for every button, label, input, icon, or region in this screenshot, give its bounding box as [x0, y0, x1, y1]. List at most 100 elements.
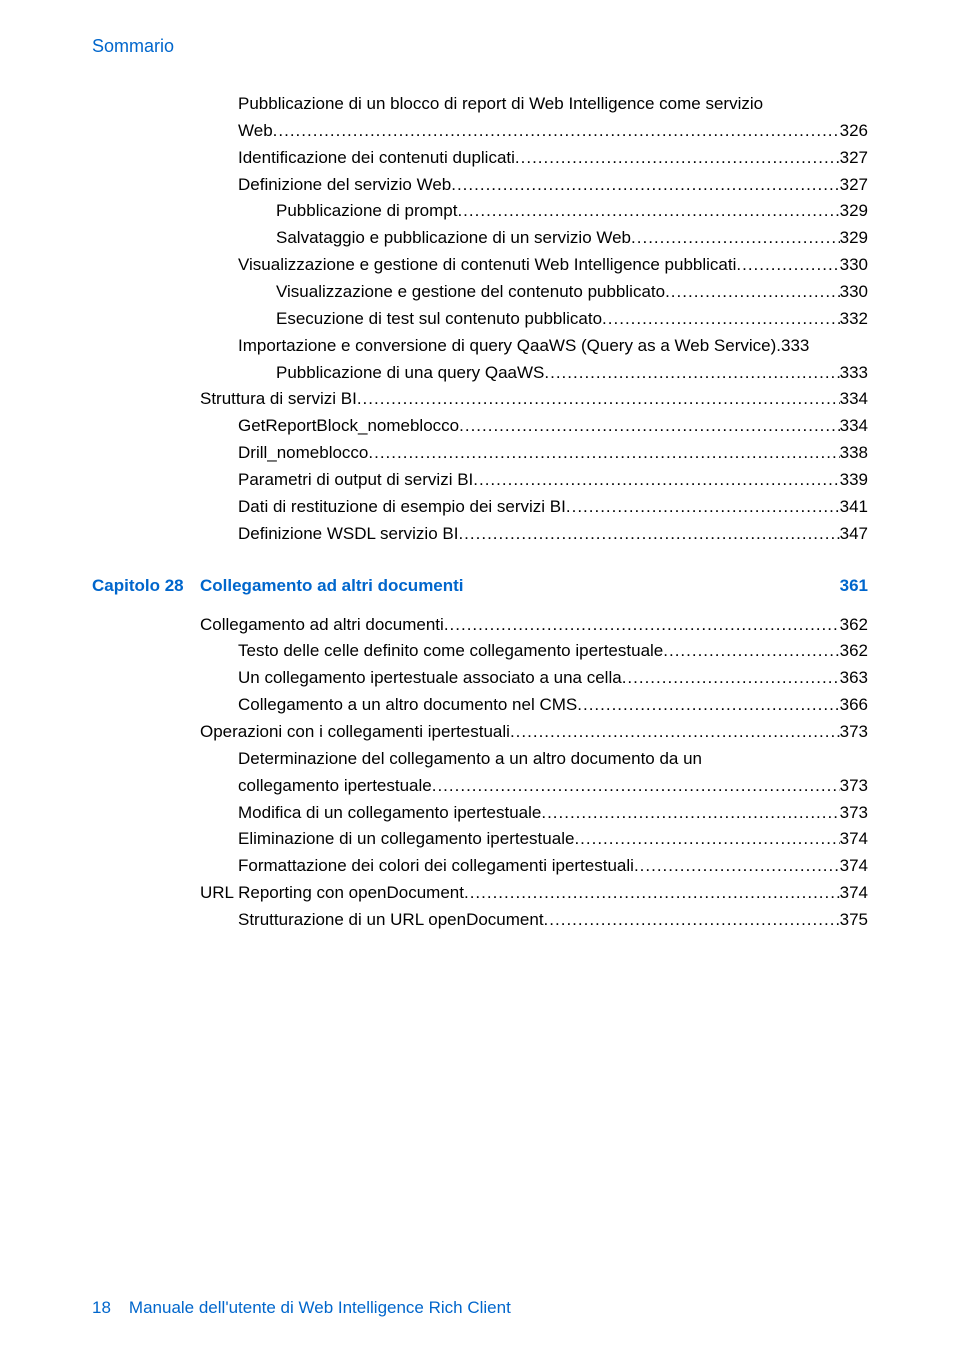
toc-entry-text: Collegamento a un altro documento nel CM…	[238, 692, 577, 719]
toc-entry: Definizione WSDL servizio BI 347	[200, 521, 868, 548]
toc-entry: Pubblicazione di una query QaaWS 333	[200, 360, 868, 387]
toc-entry: Testo delle celle definito come collegam…	[200, 638, 868, 665]
toc-entry-page: 330	[840, 252, 868, 279]
toc-entry: Pubblicazione di prompt 329	[200, 198, 868, 225]
toc-entry-text: Testo delle celle definito come collegam…	[238, 638, 663, 665]
page-header: Sommario	[92, 36, 868, 57]
toc-entry-page: 347	[840, 521, 868, 548]
toc-entry-page: 362	[840, 638, 868, 665]
toc-entry-page: 373	[840, 800, 868, 827]
toc-entry-text: Salvataggio e pubblicazione di un serviz…	[276, 225, 631, 252]
toc-leader-dots	[510, 719, 840, 746]
footer-page-number: 18	[92, 1298, 111, 1318]
chapter-label: Capitolo 28	[92, 576, 200, 596]
toc-entry: GetReportBlock_nomeblocco 334	[200, 413, 868, 440]
toc-entry-page: 374	[840, 826, 868, 853]
toc-leader-dots	[432, 773, 840, 800]
chapter-heading: Capitolo 28 Collegamento ad altri docume…	[92, 576, 868, 596]
toc-entry-text: Dati di restituzione di esempio dei serv…	[238, 494, 566, 521]
toc-leader-dots	[273, 118, 840, 145]
toc-entry: Importazione e conversione di query QaaW…	[200, 333, 868, 360]
toc-entry: Parametri di output di servizi BI 339	[200, 467, 868, 494]
toc-entry-page: 333	[781, 333, 809, 360]
toc-entry-page: 330	[840, 279, 868, 306]
toc-entry: Collegamento ad altri documenti362	[200, 612, 868, 639]
toc-entry-page: 374	[840, 880, 868, 907]
toc-section-1: Pubblicazione di un blocco di report di …	[200, 91, 868, 548]
toc-section-2: Collegamento ad altri documenti362Testo …	[200, 612, 868, 934]
toc-leader-dots	[444, 612, 840, 639]
toc-entry-text: Pubblicazione di una query QaaWS	[276, 360, 544, 387]
toc-leader-dots	[736, 252, 839, 279]
toc-entry-text: Pubblicazione di prompt	[276, 198, 457, 225]
toc-entry-text: Definizione WSDL servizio BI	[238, 521, 458, 548]
toc-entry-page: 327	[840, 172, 868, 199]
toc-leader-dots	[574, 826, 839, 853]
toc-entry-page: 341	[840, 494, 868, 521]
toc-entry-text: Parametri di output di servizi BI	[238, 467, 473, 494]
toc-entry-text: Web	[238, 118, 273, 145]
toc-entry-page: 363	[840, 665, 868, 692]
toc-entry-text: Visualizzazione e gestione del contenuto…	[276, 279, 665, 306]
toc-leader-dots	[544, 907, 840, 934]
toc-entry-page: 338	[840, 440, 868, 467]
page-footer: 18 Manuale dell'utente di Web Intelligen…	[92, 1298, 511, 1318]
toc-entry-page: 362	[840, 612, 868, 639]
toc-entry-text: Operazioni con i collegamenti ipertestua…	[200, 719, 510, 746]
toc-entry: Struttura di servizi BI 334	[200, 386, 868, 413]
toc-leader-dots	[622, 665, 840, 692]
toc-leader-dots	[634, 853, 840, 880]
toc-leader-dots	[541, 800, 839, 827]
toc-entry: Strutturazione di un URL openDocument 37…	[200, 907, 868, 934]
toc-leader-dots	[665, 279, 840, 306]
toc-entry: Modifica di un collegamento ipertestuale…	[200, 800, 868, 827]
toc-entry-text: GetReportBlock_nomeblocco	[238, 413, 459, 440]
toc-leader-dots	[458, 521, 839, 548]
toc-entry-page: 334	[840, 386, 868, 413]
toc-leader-dots	[631, 225, 840, 252]
toc-entry-text: collegamento ipertestuale	[238, 773, 432, 800]
toc-entry-text: Eliminazione di un collegamento ipertest…	[238, 826, 574, 853]
toc-entry: Operazioni con i collegamenti ipertestua…	[200, 719, 868, 746]
toc-entry-page: 334	[840, 413, 868, 440]
toc-entry-page: 373	[840, 719, 868, 746]
toc-leader-dots	[451, 172, 839, 199]
toc-leader-dots	[464, 880, 840, 907]
toc-leader-dots	[457, 198, 839, 225]
chapter-page: 361	[840, 576, 868, 596]
toc-entry-page: 333	[840, 360, 868, 387]
toc-entry: Dati di restituzione di esempio dei serv…	[200, 494, 868, 521]
toc-entry-text: Formattazione dei colori dei collegament…	[238, 853, 634, 880]
toc-entry: Drill_nomeblocco338	[200, 440, 868, 467]
toc-entry: collegamento ipertestuale373	[200, 773, 868, 800]
toc-leader-dots	[602, 306, 840, 333]
toc-entry: Esecuzione di test sul contenuto pubblic…	[200, 306, 868, 333]
toc-entry: Definizione del servizio Web 327	[200, 172, 868, 199]
toc-leader-dots	[663, 638, 839, 665]
toc-leader-dots	[544, 360, 839, 387]
toc-entry-page: 329	[840, 198, 868, 225]
toc-entry: Collegamento a un altro documento nel CM…	[200, 692, 868, 719]
toc-entry-text: Struttura di servizi BI	[200, 386, 357, 413]
toc-entry-text: Importazione e conversione di query QaaW…	[238, 333, 781, 360]
toc-entry: Formattazione dei colori dei collegament…	[200, 853, 868, 880]
toc-leader-dots	[357, 386, 840, 413]
toc-leader-dots	[368, 440, 839, 467]
toc-entry-page: 327	[840, 145, 868, 172]
toc-entry: URL Reporting con openDocument 374	[200, 880, 868, 907]
toc-leader-dots	[566, 494, 840, 521]
toc-entry: Salvataggio e pubblicazione di un serviz…	[200, 225, 868, 252]
toc-leader-dots	[515, 145, 840, 172]
toc-entry-page: 374	[840, 853, 868, 880]
chapter-title: Collegamento ad altri documenti	[200, 576, 840, 596]
toc-entry-text: URL Reporting con openDocument	[200, 880, 464, 907]
toc-leader-dots	[459, 413, 840, 440]
toc-entry-text: Determinazione del collegamento a un alt…	[200, 746, 868, 773]
toc-entry: Web326	[200, 118, 868, 145]
toc-entry-text: Definizione del servizio Web	[238, 172, 451, 199]
toc-entry: Identificazione dei contenuti duplicati3…	[200, 145, 868, 172]
toc-entry-page: 332	[840, 306, 868, 333]
toc-entry-text: Visualizzazione e gestione di contenuti …	[238, 252, 736, 279]
toc-entry-page: 339	[840, 467, 868, 494]
toc-entry: Visualizzazione e gestione del contenuto…	[200, 279, 868, 306]
